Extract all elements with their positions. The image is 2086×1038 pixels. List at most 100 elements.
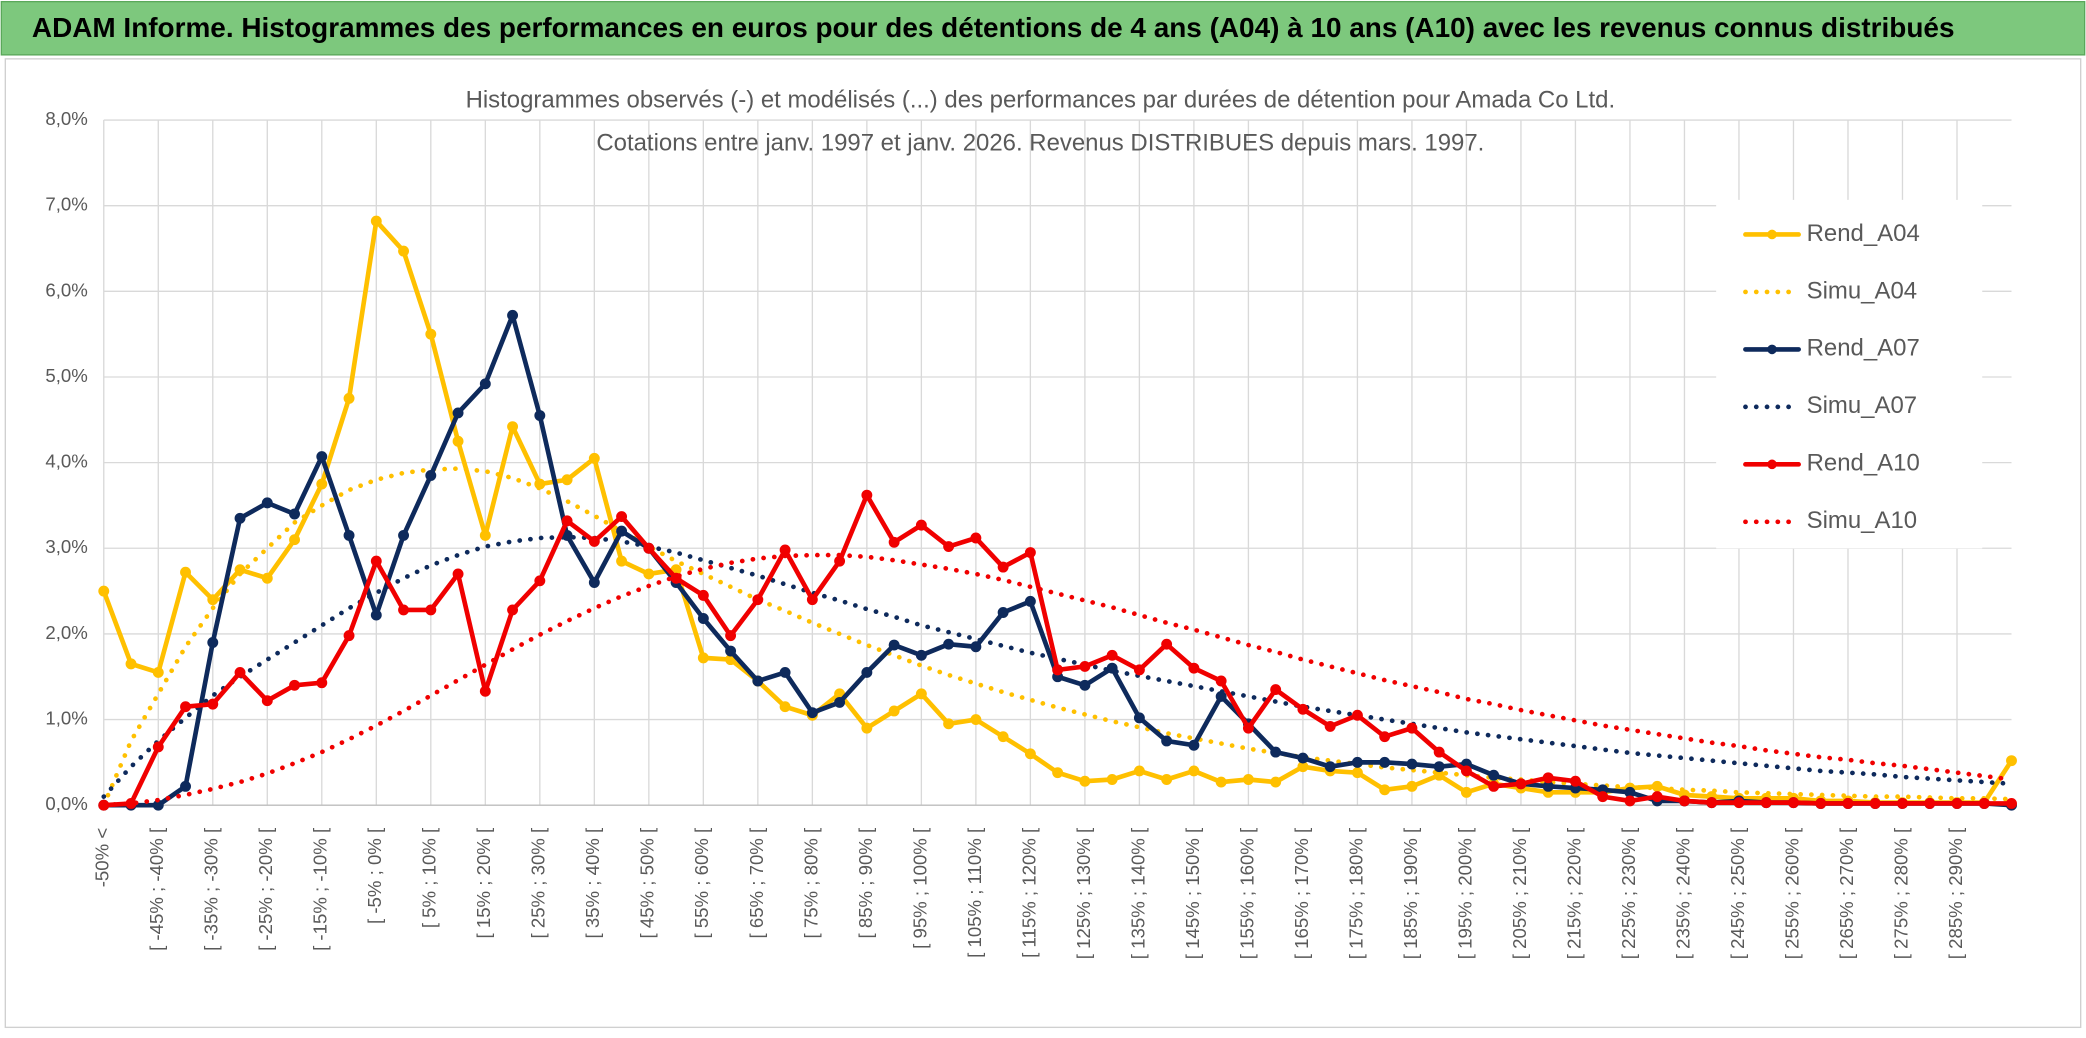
data-point [452,435,464,447]
data-point [152,666,164,678]
data-point [752,594,764,606]
x-tick-label: [ 285% ; 290% [ [1945,827,1966,959]
data-point [152,741,164,753]
x-tick-label: [ 5% ; 10% [ [419,827,440,928]
data-point [861,666,873,678]
data-point [1270,746,1282,758]
data-point [1161,638,1173,650]
data-point [507,421,519,433]
data-point [1079,660,1091,672]
x-tick-label: [ 195% ; 200% [ [1454,827,1475,959]
data-point [180,780,191,792]
data-point [1924,798,1936,809]
data-point [425,328,437,340]
plot-area [98,215,2017,811]
data-point [643,542,655,554]
x-tick-label: [ 105% ; 110% [ [964,827,985,958]
data-point [1815,798,1827,809]
y-tick-label: 0,0% [45,793,87,814]
data-point [561,515,573,527]
data-point [616,555,628,567]
data-point [1161,774,1173,785]
data-point [316,677,328,689]
legend-label: Simu_A04 [1807,277,1917,304]
data-point [370,555,382,567]
x-tick-label: [ -45% ; -40% [ [146,827,167,951]
model-line [101,466,2014,808]
data-point [1188,739,1200,751]
legend-marker [1767,344,1777,355]
x-tick-label: [ 155% ; 160% [ [1236,827,1257,959]
x-tick-label: [ 245% ; 250% [ [1727,827,1748,959]
x-tick-label: [ 25% ; 30% [ [528,827,549,939]
data-point [861,489,873,501]
x-tick-label: -50% < [92,828,113,887]
data-point [1379,731,1391,743]
x-tick-label: [ 255% ; 260% [ [1781,827,1802,959]
legend-label: Rend_A04 [1807,220,1920,247]
x-tick-label: [ 165% ; 170% [ [1291,827,1312,959]
chart-title: Histogrammes observés (-) et modélisés (… [466,87,1616,114]
data-point [970,714,982,726]
data-point [752,675,764,687]
x-tick-label: [ -25% ; -20% [ [255,827,276,951]
data-point [1024,547,1036,558]
y-tick-label: 8,0% [45,108,87,129]
x-tick-label: [ 45% ; 50% [ [637,827,658,939]
data-point [915,688,927,700]
data-point [779,701,791,713]
data-point [1624,795,1636,807]
data-point [452,407,464,419]
data-point [1597,791,1609,803]
data-point [697,613,709,624]
data-point [1324,761,1336,773]
data-point [725,645,737,657]
data-point [1297,752,1309,764]
data-point [1324,720,1336,732]
data-point [806,594,818,606]
x-tick-label: [ 205% ; 210% [ [1509,827,1530,959]
data-point [1978,798,1990,809]
x-tick-label: [ 225% ; 230% [ [1618,827,1639,959]
data-point [1079,679,1091,691]
y-tick-label: 7,0% [45,194,87,215]
data-point [1297,703,1309,715]
x-tick-label: [ 125% ; 130% [ [1073,827,1094,959]
x-tick-label: [ 35% ; 40% [ [582,827,603,939]
data-point [1488,769,1500,781]
data-point [561,474,573,486]
data-point [1188,662,1200,674]
data-point [398,245,410,257]
x-tick-label: [ 55% ; 60% [ [691,827,712,939]
x-tick-label: [ 175% ; 180% [ [1345,827,1366,959]
data-point [1052,767,1064,779]
data-point [479,529,491,541]
data-point [234,512,246,524]
data-point [1406,780,1418,792]
data-point [425,470,437,481]
x-tick-label: [ 75% ; 80% [ [800,827,821,939]
data-point [1106,774,1118,785]
data-point [452,568,464,580]
data-point [1488,780,1500,792]
data-point [1406,758,1418,770]
data-point [1460,765,1472,777]
data-point [697,589,709,601]
data-point [1351,756,1363,768]
data-point [1542,772,1554,784]
data-point [588,535,600,547]
data-point [398,529,410,541]
data-point [970,532,982,544]
data-point [180,566,191,578]
data-point [888,639,900,651]
data-point [943,541,955,553]
x-tick-label: [ -15% ; -10% [ [310,827,331,951]
x-tick-label: [ 185% ; 190% [ [1400,827,1421,959]
data-point [370,215,382,227]
header-title: ADAM Informe. Histogrammes des performan… [32,12,1955,43]
data-point [125,658,137,670]
data-point [834,696,846,708]
data-point [234,666,246,678]
y-tick-label: 3,0% [45,536,87,557]
